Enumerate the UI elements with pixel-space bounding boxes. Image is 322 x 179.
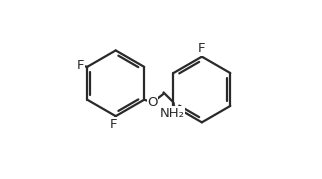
Text: F: F xyxy=(76,59,84,72)
Text: F: F xyxy=(198,42,206,55)
Text: F: F xyxy=(110,118,118,131)
Text: NH₂: NH₂ xyxy=(160,107,185,120)
Text: O: O xyxy=(147,96,158,109)
